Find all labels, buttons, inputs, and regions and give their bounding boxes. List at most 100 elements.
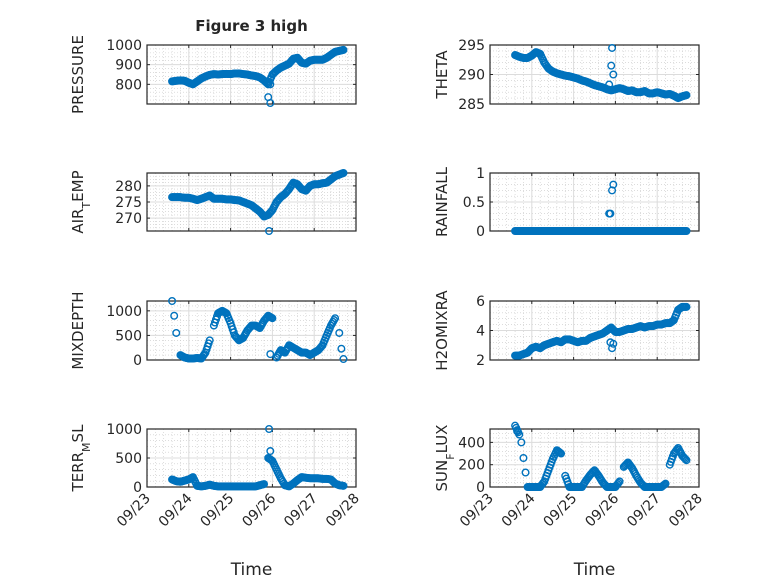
data-point-outlier xyxy=(608,43,617,52)
data-point-outlier xyxy=(521,468,530,477)
data-point xyxy=(660,480,669,489)
data-point-outlier xyxy=(265,425,274,434)
data-point-outlier xyxy=(609,70,618,79)
data-point xyxy=(335,328,344,337)
data-point xyxy=(554,447,563,456)
data-point xyxy=(556,448,565,457)
y-axis-label: SUNFLUX xyxy=(433,425,457,492)
y-label-subscript: M xyxy=(80,442,93,452)
axes-mixdepth: 0 500 1000 MIXDEPTH xyxy=(69,291,357,370)
y-axis-label: TERRMSL xyxy=(69,424,93,493)
axes-box xyxy=(489,300,700,361)
data-series-pressure xyxy=(168,45,348,108)
y-tick-label: 285 xyxy=(458,97,485,113)
data-point xyxy=(661,479,670,488)
y-tick-label: 200 xyxy=(458,458,485,474)
data-series-air-temp xyxy=(168,168,348,235)
x-tick-label: 09/28 xyxy=(323,491,363,531)
data-point-outlier xyxy=(607,61,616,70)
x-tick-label: 09/23 xyxy=(457,491,497,531)
y-tick-label: 275 xyxy=(115,195,142,211)
axes-pressure: 800 900 1000 PRESSURE Figure 3 high xyxy=(69,17,357,114)
x-tick-label: 09/24 xyxy=(499,490,539,530)
figure-title: Figure 3 high xyxy=(195,17,308,35)
y-tick-label: 400 xyxy=(458,435,485,451)
y-label-part: SUN xyxy=(433,460,451,492)
y-label-part: RAINFALL xyxy=(433,166,451,237)
data-point xyxy=(331,314,340,323)
axes-rainfall: 0 0.5 1 RAINFALL xyxy=(433,166,700,240)
y-label-subscript: F xyxy=(444,453,457,459)
data-point-outlier xyxy=(266,80,275,89)
data-point xyxy=(519,454,528,463)
y-tick-label: 1000 xyxy=(106,422,142,438)
y-tick-label: 290 xyxy=(458,68,485,84)
data-point xyxy=(681,455,690,464)
data-point-outlier xyxy=(608,344,617,353)
axes-box xyxy=(489,44,700,105)
y-tick-label: 4 xyxy=(476,324,485,340)
x-tick-label: 09/23 xyxy=(114,491,154,531)
y-tick-label: 295 xyxy=(458,38,485,54)
data-point-outlier xyxy=(266,350,275,359)
data-point xyxy=(339,481,348,490)
y-label-part: PRESSURE xyxy=(69,35,87,114)
y-tick-label: 270 xyxy=(115,211,142,227)
y-axis-label: PRESSURE xyxy=(69,35,87,114)
data-series-mixdepth xyxy=(168,297,348,364)
y-label-part: EMP xyxy=(69,170,87,201)
x-tick-label: 09/24 xyxy=(156,490,196,530)
y-label-subscript: T xyxy=(80,202,93,210)
data-point-outlier xyxy=(265,226,274,235)
data-point xyxy=(682,456,691,465)
data-series-h2omixra xyxy=(511,302,691,360)
y-axis-label: AIRTEMP xyxy=(69,170,93,233)
y-tick-label: 500 xyxy=(115,451,142,467)
y-tick-label: 0 xyxy=(133,353,142,369)
data-point xyxy=(614,478,623,487)
y-tick-label: 280 xyxy=(115,179,142,195)
data-point xyxy=(682,302,691,311)
x-tick-label: 09/27 xyxy=(624,491,664,531)
axes-box xyxy=(489,428,700,488)
data-point xyxy=(680,454,689,463)
data-series-theta xyxy=(511,43,691,103)
y-tick-label: 1000 xyxy=(106,304,142,320)
data-point xyxy=(268,314,277,323)
axes-theta: 285 290 295 THETA xyxy=(433,38,700,113)
y-tick-label: 900 xyxy=(115,58,142,74)
y-label-part: AIR xyxy=(69,209,87,234)
y-axis-label: MIXDEPTH xyxy=(69,291,87,369)
data-point xyxy=(200,350,209,359)
data-point-outlier xyxy=(266,447,275,456)
y-label-part: TERR xyxy=(69,452,87,493)
data-point-outlier xyxy=(605,80,614,89)
data-series-sun-flux xyxy=(511,421,691,492)
y-axis-label: THETA xyxy=(433,50,451,100)
y-tick-label: 2 xyxy=(476,353,485,369)
y-label-part: THETA xyxy=(433,50,451,100)
axes-box xyxy=(146,172,357,232)
data-point xyxy=(682,91,691,100)
y-tick-label: 6 xyxy=(476,294,485,310)
axes-sun-flux: 09/23 09/24 09/25 09/26 09/27 09/280200400SUN… xyxy=(433,421,706,580)
data-point xyxy=(172,328,181,337)
y-tick-label: 500 xyxy=(115,328,142,344)
axes-box xyxy=(146,44,357,105)
data-point xyxy=(339,168,348,177)
y-label-part: MIXDEPTH xyxy=(69,291,87,369)
x-tick-label: 09/26 xyxy=(582,490,622,530)
data-point-outlier xyxy=(266,99,275,108)
x-tick-label: 09/26 xyxy=(239,490,279,530)
y-tick-label: 800 xyxy=(115,77,142,93)
data-point xyxy=(168,297,177,306)
x-axis-label: Time xyxy=(230,560,273,580)
data-series-rainfall xyxy=(511,180,691,235)
axes-terr-msl: 09/23 09/24 09/25 09/26 09/27 09/28 0 500 1000 TE… xyxy=(69,422,363,580)
data-point-outlier xyxy=(513,427,522,436)
data-point-outlier xyxy=(170,311,179,320)
x-tick-label: 09/25 xyxy=(198,491,238,531)
y-axis-label: RAINFALL xyxy=(433,166,451,237)
